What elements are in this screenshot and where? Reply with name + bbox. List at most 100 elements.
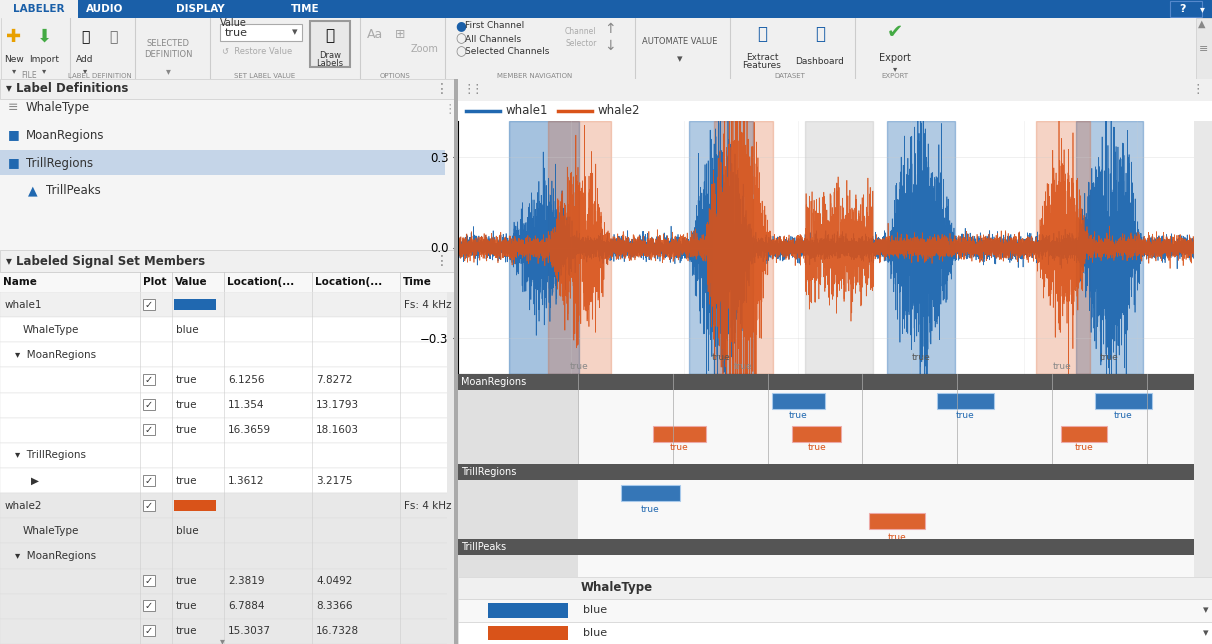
Bar <box>772 393 825 409</box>
Text: whale1: whale1 <box>5 299 42 310</box>
Text: 13.1793: 13.1793 <box>316 400 359 410</box>
Bar <box>0 518 454 544</box>
Text: ⋮: ⋮ <box>435 82 448 96</box>
Text: ✓: ✓ <box>145 501 153 511</box>
Text: true: true <box>1075 444 1093 453</box>
Bar <box>0 368 454 393</box>
Bar <box>0 594 454 619</box>
Bar <box>0 493 454 518</box>
Text: 8.3366: 8.3366 <box>316 601 353 611</box>
Text: WhaleType: WhaleType <box>23 325 79 335</box>
Text: 📊: 📊 <box>758 25 767 43</box>
Text: LABEL DEFINITION: LABEL DEFINITION <box>68 73 132 79</box>
Text: blue: blue <box>176 325 199 335</box>
Bar <box>143 475 155 486</box>
Text: ▾: ▾ <box>292 28 298 37</box>
Text: ▲: ▲ <box>1199 19 1206 29</box>
X-axis label: Time (s): Time (s) <box>800 402 852 415</box>
Text: ✓: ✓ <box>145 627 153 636</box>
Text: Dashboard: Dashboard <box>795 57 845 66</box>
Text: ▾: ▾ <box>1200 4 1205 14</box>
Text: 1.3612: 1.3612 <box>228 475 264 486</box>
Bar <box>1035 121 1090 374</box>
Text: FILE: FILE <box>21 71 36 80</box>
Bar <box>310 21 350 67</box>
Text: true: true <box>911 353 931 362</box>
Text: true: true <box>176 627 198 636</box>
Text: Name: Name <box>2 277 36 287</box>
Text: 6.1256: 6.1256 <box>228 375 264 385</box>
Bar <box>458 390 578 464</box>
Text: true: true <box>225 28 248 37</box>
Text: MoanRegions: MoanRegions <box>25 129 104 142</box>
Bar <box>690 121 754 374</box>
Text: 🗑: 🗑 <box>109 30 118 44</box>
Text: whale2: whale2 <box>598 104 640 117</box>
Bar <box>805 121 873 374</box>
Text: TrillPeaks: TrillPeaks <box>46 184 101 198</box>
Text: true: true <box>807 444 827 453</box>
Text: ↺  Restore Value: ↺ Restore Value <box>222 48 292 57</box>
Bar <box>509 121 579 374</box>
Text: DATASET: DATASET <box>774 73 806 79</box>
Text: ↓: ↓ <box>605 39 616 53</box>
Text: 🏷: 🏷 <box>81 30 90 44</box>
Text: Location(...: Location(... <box>227 277 295 287</box>
Text: ✓: ✓ <box>145 400 153 410</box>
Text: First Channel: First Channel <box>465 21 525 30</box>
Text: ⋮: ⋮ <box>1191 84 1204 97</box>
Text: true: true <box>887 533 907 542</box>
Text: Location(...: Location(... <box>315 277 382 287</box>
Text: ≡: ≡ <box>1200 44 1208 54</box>
Text: true: true <box>176 425 198 435</box>
Bar <box>886 121 955 374</box>
Text: whale2: whale2 <box>5 501 42 511</box>
Text: 6.7884: 6.7884 <box>228 601 264 611</box>
Text: ▾  MoanRegions: ▾ MoanRegions <box>15 551 96 561</box>
Text: Aa: Aa <box>367 28 383 41</box>
Text: ✓: ✓ <box>145 375 153 385</box>
Text: 15.3037: 15.3037 <box>228 627 271 636</box>
Bar <box>143 600 155 611</box>
Text: 16.7328: 16.7328 <box>316 627 359 636</box>
Text: WhaleType: WhaleType <box>581 582 653 594</box>
Text: whale1: whale1 <box>505 104 549 117</box>
Text: blue: blue <box>583 628 607 638</box>
Text: ✓: ✓ <box>145 299 153 310</box>
Bar <box>447 292 454 644</box>
Bar <box>0 468 454 493</box>
Bar <box>0 544 454 569</box>
Text: ▾: ▾ <box>1204 628 1208 638</box>
Text: New: New <box>4 55 24 64</box>
Text: 📊: 📊 <box>814 25 825 43</box>
Text: ⋮: ⋮ <box>435 254 448 268</box>
Bar <box>0 569 454 594</box>
Text: true: true <box>670 444 688 453</box>
Text: All Channels: All Channels <box>465 35 521 44</box>
Text: ▾ Labeled Signal Set Members: ▾ Labeled Signal Set Members <box>6 254 205 267</box>
Text: true: true <box>1100 353 1119 362</box>
Bar <box>714 121 773 374</box>
Text: true: true <box>176 576 198 586</box>
Text: WhaleType: WhaleType <box>23 526 79 536</box>
Text: DISPLAY: DISPLAY <box>176 4 224 14</box>
Bar <box>458 480 578 539</box>
Bar <box>653 426 705 442</box>
Bar <box>0 393 454 418</box>
Text: Selected Channels: Selected Channels <box>465 48 549 57</box>
Text: 16.3659: 16.3659 <box>228 425 271 435</box>
Bar <box>143 299 155 310</box>
Text: ▲: ▲ <box>28 184 38 198</box>
Text: Extract: Extract <box>745 53 778 61</box>
Text: ✔: ✔ <box>887 23 903 41</box>
Bar <box>0 0 78 18</box>
Text: 11.354: 11.354 <box>228 400 264 410</box>
Text: ○: ○ <box>454 32 465 46</box>
Bar <box>0 317 454 342</box>
Text: true: true <box>1053 362 1071 371</box>
Text: 🏷: 🏷 <box>326 28 335 44</box>
Bar <box>221 24 302 41</box>
Text: ▾: ▾ <box>12 66 16 75</box>
Bar <box>793 426 841 442</box>
Bar <box>458 464 1212 480</box>
